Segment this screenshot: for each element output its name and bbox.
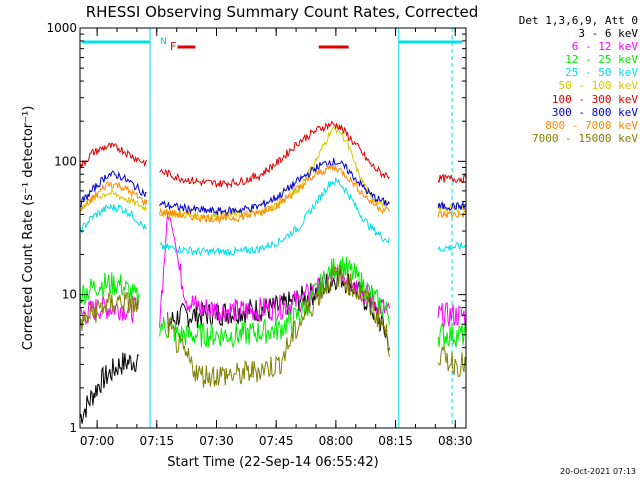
x-tick-label: 08:00 xyxy=(319,434,354,448)
series-line-7 xyxy=(437,210,467,219)
legend-entry: 100 - 300 keV xyxy=(551,92,638,106)
x-tick-label: 07:45 xyxy=(259,434,294,448)
series-line-6 xyxy=(437,200,467,212)
series-line-3 xyxy=(79,203,147,235)
y-tick-label: 1000 xyxy=(46,21,77,35)
series-line-1 xyxy=(437,302,467,329)
legend-entry: 800 - 7000 keV xyxy=(545,118,638,132)
series-8 xyxy=(79,264,467,388)
legend-entry: 12 - 25 keV xyxy=(565,53,638,67)
series-line-2 xyxy=(159,256,390,349)
series-line-8 xyxy=(79,292,140,331)
x-tick-label: 07:15 xyxy=(140,434,175,448)
series-line-8 xyxy=(167,264,390,388)
legend-entry: 7000 - 15000 keV xyxy=(532,131,638,145)
series-0 xyxy=(79,266,390,424)
x-tick-label: 07:30 xyxy=(199,434,234,448)
series-line-1 xyxy=(79,295,140,326)
legend-entry: 300 - 800 keV xyxy=(551,105,638,119)
series-line-3 xyxy=(159,177,390,257)
series-line-4 xyxy=(159,124,390,222)
series-line-7 xyxy=(159,163,390,225)
y-tick-label: 10 xyxy=(62,288,77,302)
chart-title: RHESSI Observing Summary Count Rates, Co… xyxy=(86,3,479,21)
y-tick-label: 1 xyxy=(69,421,77,435)
series-line-8 xyxy=(437,345,467,378)
legend-entry: 6 - 12 keV xyxy=(571,40,638,54)
series-line-5 xyxy=(437,173,467,184)
series-5 xyxy=(79,120,467,189)
x-tick-label: 08:15 xyxy=(378,434,413,448)
night-marker: N xyxy=(160,37,167,47)
y-tick-label: 100 xyxy=(54,154,77,168)
legend-entry: 50 - 100 keV xyxy=(558,79,638,93)
legend-entry: 3 - 6 keV xyxy=(578,27,638,41)
flare-marker: F xyxy=(170,40,176,53)
y-axis-label: Corrected Count Rate (s⁻¹ detector⁻¹) xyxy=(21,106,36,351)
series-line-5 xyxy=(79,142,148,170)
series-line-5 xyxy=(159,120,390,189)
series-line-2 xyxy=(437,322,467,348)
legend-entry: 25 - 50 keV xyxy=(565,66,638,80)
series-line-3 xyxy=(437,241,467,253)
series-line-6 xyxy=(159,158,390,217)
series-line-0 xyxy=(79,352,139,424)
series-4 xyxy=(79,124,467,222)
series-1 xyxy=(79,213,467,329)
legend: Det 1,3,6,9, Att 0 3 - 6 keV 6 - 12 keV 12… xyxy=(500,14,638,145)
plot-frame xyxy=(79,27,467,429)
legend-header: Det 1,3,6,9, Att 0 xyxy=(518,14,638,27)
series-line-7 xyxy=(79,181,148,213)
x-tick-label: 08:30 xyxy=(438,434,473,448)
series-7 xyxy=(79,163,467,225)
series-2 xyxy=(79,256,467,349)
series-6 xyxy=(79,158,467,217)
series-line-2 xyxy=(79,272,140,308)
series-line-6 xyxy=(79,170,147,208)
x-axis-label: Start Time (22-Sep-14 06:55:42) xyxy=(167,455,378,470)
x-tick-label: 07:00 xyxy=(80,434,115,448)
series-3 xyxy=(79,177,467,257)
date-stamp: 20-Oct-2021 07:13 xyxy=(560,467,636,476)
series-line-1 xyxy=(159,213,390,328)
